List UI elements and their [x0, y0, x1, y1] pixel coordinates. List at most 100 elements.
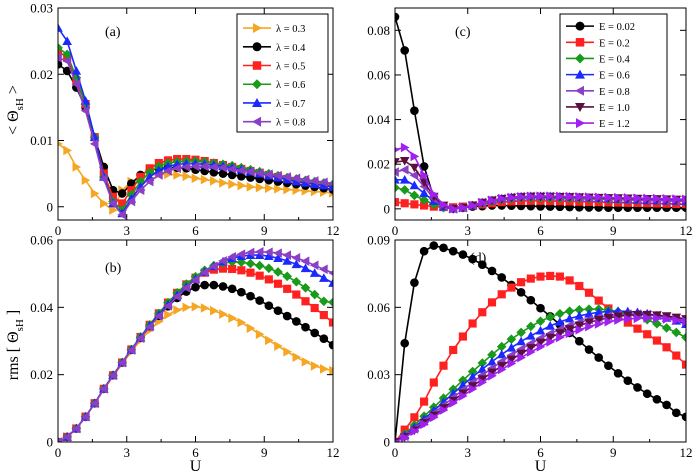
data-point-d-1-7	[458, 332, 467, 341]
y-tick-label-b-3: 0.06	[30, 233, 53, 248]
legend-marker-c-4	[575, 85, 584, 96]
legend-marker-c-6	[576, 118, 585, 129]
x-tick-label-c-4: 12	[680, 223, 692, 238]
data-point-d-6-8	[468, 384, 478, 394]
data-point-b-4-23	[264, 251, 274, 260]
y-tick-label-d-3: 0.09	[367, 233, 390, 248]
data-point-b-5-1	[62, 432, 72, 442]
data-point-d-6-24	[623, 314, 633, 324]
legend-box-a	[236, 13, 329, 133]
data-point-d-1-12	[507, 283, 516, 292]
data-point-a-0-0	[58, 141, 63, 147]
data-point-c-6-14	[526, 191, 536, 202]
data-point-b-0-26	[292, 352, 302, 362]
data-point-a-4-26	[291, 176, 302, 186]
data-point-b-5-12	[163, 301, 172, 311]
legend-label-c-0: E = 0.02	[599, 22, 635, 33]
data-point-d-0-23	[613, 369, 623, 378]
data-point-c-6-25	[633, 193, 643, 203]
legend-marker-c-0	[575, 21, 585, 31]
y-axis-title-bottom-sub: sH	[14, 319, 26, 331]
data-point-c-2-1	[399, 185, 410, 195]
data-point-b-5-13	[172, 291, 182, 302]
data-point-c-6-26	[643, 193, 652, 204]
data-point-c-2-2	[409, 190, 420, 201]
data-point-a-0-15	[191, 173, 201, 184]
data-point-b-5-3	[80, 411, 90, 422]
data-point-b-5-29	[319, 264, 328, 275]
data-point-d-1-30	[681, 360, 686, 369]
data-point-d-1-14	[526, 274, 535, 283]
legend-marker-a-4	[252, 97, 262, 107]
data-point-c-6-9	[478, 197, 488, 208]
data-point-b-0-20	[237, 317, 247, 328]
legend-marker-c-3	[575, 69, 585, 79]
legend-a: λ = 0.3 λ = 0.4 λ = 0.5 λ = 0.6 λ = 0.7 λ = 0…	[236, 13, 329, 133]
data-point-b-5-10	[144, 322, 154, 332]
data-point-a-0-13	[173, 170, 182, 180]
data-point-a-0-23	[264, 183, 274, 193]
data-point-d-6-23	[614, 315, 623, 325]
data-point-d-3-15	[535, 325, 546, 335]
data-point-d-0-30	[681, 412, 686, 422]
x-tick-label-c-2: 6	[537, 223, 544, 238]
data-point-b-0-30	[329, 365, 333, 376]
data-point-b-5-20	[236, 249, 246, 259]
legend-c: E = 0.02 E = 0.2 E = 0.4 E = 0.6 E = 0.8 E = …	[559, 13, 668, 133]
data-point-d-3-18	[564, 313, 575, 323]
data-point-d-0-24	[623, 376, 633, 386]
data-point-a-0-5	[99, 198, 109, 209]
data-point-b-3-26	[291, 276, 302, 287]
data-point-d-0-4	[429, 241, 439, 250]
data-point-d-5-20	[584, 318, 594, 328]
data-point-c-6-2	[410, 151, 420, 162]
data-point-c-2-0	[395, 182, 400, 193]
data-point-b-0-24	[274, 341, 283, 351]
plot-area-c	[395, 12, 686, 214]
data-point-c-2-3	[419, 195, 429, 205]
data-point-d-6-7	[459, 391, 468, 401]
data-point-c-0-0	[395, 12, 400, 22]
data-point-b-4-27	[300, 263, 311, 273]
data-point-c-6-16	[546, 191, 555, 201]
data-point-b-5-24	[273, 248, 282, 258]
data-point-d-0-10	[487, 266, 497, 276]
data-point-b-0-14	[182, 302, 192, 313]
data-point-a-5-4	[89, 139, 99, 149]
x-tick-label-b-1: 3	[124, 445, 131, 460]
data-point-d-2-13	[516, 327, 526, 338]
data-point-a-5-15	[190, 161, 200, 172]
data-point-a-5-24	[273, 170, 282, 181]
data-point-d-6-21	[594, 319, 604, 329]
data-point-a-5-17	[209, 162, 218, 172]
data-point-b-2-30	[328, 318, 333, 327]
data-point-c-0-2	[410, 106, 419, 115]
data-point-d-5-11	[496, 362, 507, 371]
data-point-d-3-20	[584, 309, 594, 318]
data-point-d-1-15	[536, 272, 545, 281]
data-point-b-3-30	[328, 297, 333, 308]
data-point-b-0-16	[200, 303, 210, 313]
data-point-a-5-3	[80, 105, 90, 116]
data-point-a-5-2	[71, 79, 81, 89]
data-point-b-4-29	[319, 273, 329, 282]
data-point-d-6-5	[439, 405, 449, 415]
data-point-b-1-15	[191, 282, 200, 292]
y-axis-title-top-sub: sH	[14, 98, 26, 110]
data-point-b-0-21	[246, 323, 256, 334]
data-point-d-6-2	[410, 426, 420, 437]
data-point-a-0-19	[228, 179, 237, 190]
data-point-a-5-25	[282, 172, 292, 182]
data-point-c-6-12	[507, 192, 517, 203]
data-point-a-5-22	[254, 168, 264, 178]
data-point-a-4-0	[58, 23, 63, 32]
data-point-d-0-6	[448, 246, 458, 256]
data-point-d-6-27	[653, 313, 662, 324]
legend-marker-a-1	[252, 42, 262, 52]
y-tick-label-a-2: 0.02	[30, 67, 53, 82]
data-point-b-5-11	[154, 311, 163, 321]
data-point-a-5-29	[319, 177, 328, 188]
data-point-b-5-19	[227, 252, 237, 262]
panel-b: 0 3 6 9 12 0 0.02 0.04 0.06 (b) U	[30, 233, 339, 473]
data-point-d-6-11	[497, 364, 507, 375]
